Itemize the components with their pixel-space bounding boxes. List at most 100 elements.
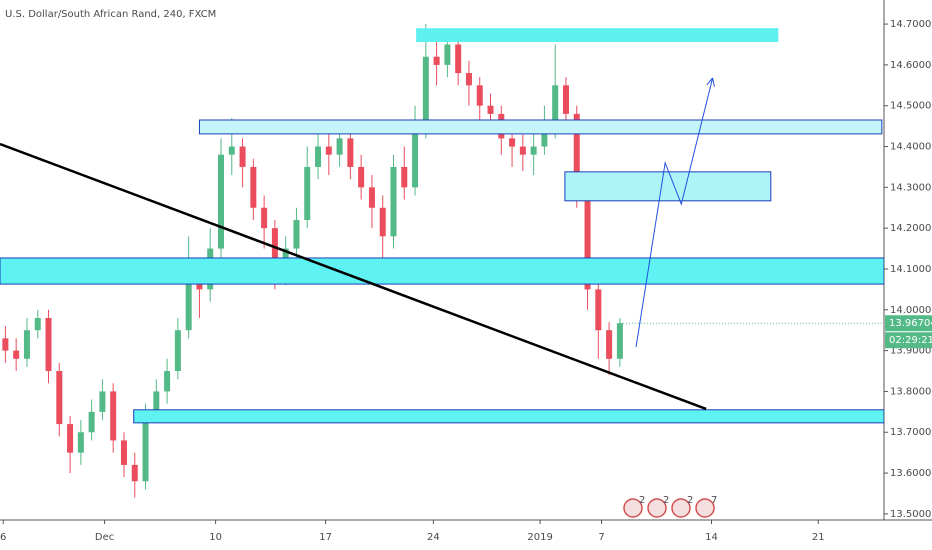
- last-price-box: [885, 315, 932, 332]
- y-tick-label: 14.10000: [890, 264, 932, 275]
- candle-body: [595, 289, 602, 331]
- candle-body: [476, 85, 483, 106]
- countdown-box: [885, 332, 932, 349]
- y-tick-label: 14.30000: [890, 182, 932, 193]
- candle-body: [23, 330, 30, 359]
- candle-body: [573, 113, 580, 188]
- candle-body: [562, 85, 569, 114]
- candle-body: [616, 323, 623, 359]
- candle-body: [2, 338, 9, 351]
- candle-body: [185, 277, 192, 331]
- y-tick-label: 13.70000: [890, 427, 932, 438]
- candle-body: [584, 187, 591, 290]
- candle-body: [444, 44, 451, 65]
- candle-body: [271, 228, 278, 269]
- candle-body: [250, 166, 257, 208]
- y-tick-label: 14.50000: [890, 101, 932, 112]
- candle-body: [88, 411, 95, 433]
- trend-line: [0, 142, 707, 411]
- candle-body: [77, 432, 84, 453]
- candle-body: [530, 146, 537, 155]
- candle-body: [315, 146, 322, 167]
- x-tick-label: Dec: [95, 532, 114, 543]
- zone: [564, 171, 772, 202]
- y-tick-label: 13.50000: [890, 509, 932, 520]
- candle-body: [412, 126, 419, 188]
- candle-body: [67, 424, 74, 453]
- candle-body: [56, 371, 63, 425]
- countdown-label: 02:29:21: [889, 335, 932, 346]
- y-tick-label: 14.70000: [890, 19, 932, 30]
- y-tick-label: 14.60000: [890, 60, 932, 71]
- zone: [416, 28, 779, 43]
- candle-body: [13, 350, 20, 359]
- candle-body: [99, 391, 106, 412]
- candle-body: [110, 391, 117, 441]
- x-tick-label: 21: [812, 532, 825, 543]
- candle-body: [164, 371, 171, 392]
- event-label: 2: [639, 495, 645, 506]
- x-tick-label: 17: [319, 532, 332, 543]
- x-tick-label: 14: [705, 532, 718, 543]
- candle-body: [304, 166, 311, 220]
- candle-body: [606, 330, 613, 359]
- candle-body: [358, 166, 365, 188]
- candle-body: [509, 138, 516, 147]
- candle-body: [390, 166, 397, 237]
- candle-body: [487, 105, 494, 114]
- candle-body: [120, 440, 127, 465]
- event-label: 7: [711, 495, 717, 506]
- y-tick-label: 14.40000: [890, 142, 932, 153]
- candle-body: [455, 44, 462, 74]
- y-tick-label: 13.90000: [890, 346, 932, 357]
- event-label: 2: [663, 495, 669, 506]
- zone: [133, 409, 884, 424]
- x-tick-label: 10: [209, 532, 222, 543]
- x-tick-label: 7: [598, 532, 604, 543]
- event-label: 2: [687, 495, 693, 506]
- event-icon: [695, 498, 715, 518]
- candle-body: [401, 166, 408, 188]
- candle-body: [347, 138, 354, 167]
- zone: [0, 257, 884, 285]
- candle-body: [552, 85, 559, 127]
- candle-body: [379, 207, 386, 237]
- candle-body: [153, 391, 160, 412]
- y-tick-label: 14.20000: [890, 223, 932, 234]
- candle-body: [45, 317, 52, 372]
- candle-body: [422, 56, 429, 127]
- candle-body: [239, 146, 246, 167]
- candle-body: [293, 220, 300, 249]
- candle-body: [218, 154, 224, 249]
- event-icon: [623, 498, 643, 518]
- candle-body: [433, 56, 440, 65]
- candle-body: [174, 330, 181, 372]
- arrow-path: [635, 77, 714, 348]
- candle-body: [142, 411, 149, 482]
- candle-body: [228, 146, 235, 155]
- y-tick-label: 14.00000: [890, 305, 932, 316]
- chart-title: U.S. Dollar/South African Rand, 240, FXC…: [5, 9, 216, 20]
- candle-body: [368, 187, 375, 208]
- y-tick-label: 13.80000: [890, 386, 932, 397]
- candle-body: [336, 138, 343, 155]
- x-tick-label: 6: [0, 532, 6, 543]
- candle-body: [465, 73, 472, 86]
- candle-body: [34, 317, 41, 331]
- candle-body: [261, 207, 268, 229]
- x-tick-label: 24: [427, 532, 440, 543]
- candle-body: [325, 146, 332, 155]
- event-icon: [671, 498, 691, 518]
- candle-body: [131, 464, 138, 482]
- plot: [0, 24, 884, 498]
- candle-body: [519, 146, 526, 155]
- arrow-head: [706, 77, 713, 86]
- y-tick-label: 13.60000: [890, 468, 932, 479]
- candle-body: [541, 126, 548, 147]
- last-price-label: 13.96704: [889, 318, 932, 329]
- x-tick-label: 2019: [527, 532, 552, 543]
- zone: [198, 119, 883, 135]
- arrow-head: [712, 77, 715, 87]
